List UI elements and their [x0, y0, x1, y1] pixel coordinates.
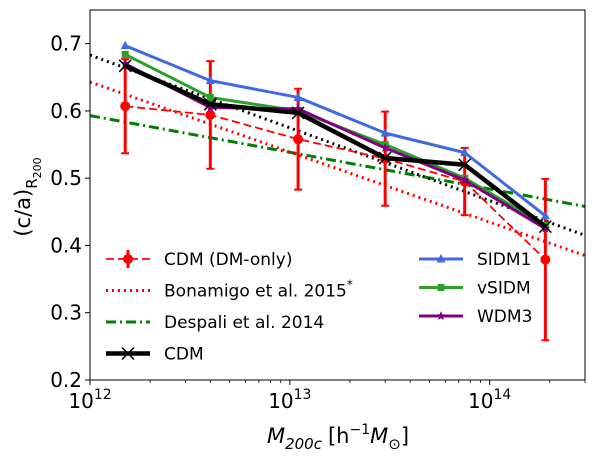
legend-entry-left-3: CDM [106, 345, 204, 365]
x-axis-label-sun: ⊙ [388, 435, 401, 453]
x-tick-label-1: 1013 [268, 387, 311, 413]
point-3-0 [118, 59, 132, 73]
point-3-5 [538, 220, 552, 234]
y-tick-label-5: 0.7 [50, 32, 82, 56]
point-0-0 [120, 101, 131, 112]
legend-label-left-1: Bonamigo et al. 2015* [164, 278, 353, 302]
legend-entry-left-0: CDM (DM-only) [106, 250, 292, 270]
point-0-2 [293, 134, 304, 145]
x-axis-label-open: [h [328, 424, 350, 448]
legend-label-right-0: SIDM1 [477, 250, 531, 270]
series-2 [90, 114, 585, 208]
series-line-3 [124, 63, 547, 229]
y-tick-label-0: 0.2 [50, 368, 82, 392]
series-line-7 [124, 62, 547, 230]
legend-entry-left-1: Bonamigo et al. 2015* [106, 278, 353, 302]
point-3-3 [378, 151, 392, 165]
series-line-5 [124, 44, 547, 218]
legend-entry-right-0: SIDM1 [419, 250, 531, 270]
y-tick-label-1: 0.3 [50, 301, 82, 325]
x-axis-label-m: M [267, 424, 285, 448]
plot-frame [89, 9, 586, 381]
point-5-4 [460, 147, 470, 157]
point-7-1 [205, 102, 216, 112]
point-3-2 [291, 106, 305, 120]
point-3-1 [203, 97, 217, 111]
legend-entry-left-2: Despali et al. 2014 [106, 313, 324, 333]
point-0-5 [540, 254, 551, 265]
series-4 [90, 53, 585, 237]
x-axis-label-sub: 200c [285, 435, 323, 453]
point-5-1 [205, 75, 215, 85]
point-7-5 [540, 223, 551, 233]
y-axis-label: (c/a)R200 [11, 157, 44, 236]
legend-label-left-3: CDM [164, 345, 204, 365]
x-axis-label: M200c [h−1M⊙] [267, 422, 409, 453]
point-7-3 [380, 142, 390, 152]
ticks-layer: 0.2 0.3 0.4 0.5 0.6 0.7 1012 1013 1014 [50, 32, 586, 413]
point-5-5 [540, 210, 550, 220]
legend-label-left-2: Despali et al. 2014 [164, 313, 324, 333]
series-line-1 [90, 80, 585, 257]
x-tick-label-2: 1014 [468, 387, 511, 413]
series-line-4 [90, 53, 585, 237]
point-5-0 [120, 40, 130, 50]
series-line-0 [125, 105, 546, 261]
y-axis-label-sub: R [23, 178, 41, 188]
point-7-4 [459, 175, 470, 185]
y-tick-label-2: 0.4 [50, 233, 82, 257]
point-5-2 [293, 92, 303, 101]
point-3-4 [458, 158, 472, 172]
legend-marker-left-0 [123, 254, 133, 264]
point-6-1 [206, 93, 214, 101]
point-6-0 [121, 50, 129, 58]
series-layer [90, 40, 585, 342]
legend-entry-right-2: WDM3 [419, 307, 532, 327]
series-1 [90, 80, 585, 257]
series-5 [120, 40, 550, 220]
series-7 [120, 58, 551, 233]
legend-sup-left-1: * [347, 278, 353, 292]
legend-marker-right-0 [436, 254, 446, 263]
series-line-2 [90, 114, 585, 208]
x-axis-label-close: ] [401, 424, 409, 448]
point-5-3 [380, 128, 390, 137]
point-0-1 [205, 109, 216, 120]
x-axis-label-mid: M [370, 424, 388, 448]
legend-label-left-0: CDM (DM-only) [164, 250, 292, 270]
legend-marker-right-2 [436, 311, 446, 321]
point-7-2 [293, 103, 303, 113]
y-axis-label-main: (c/a) [11, 189, 35, 237]
series-3 [118, 59, 552, 234]
legend: CDM (DM-only) Bonamigo et al. 2015* Despal… [106, 250, 532, 365]
x-tick-label-0: 1012 [68, 387, 111, 413]
legend-label-right-1: vSIDM [477, 279, 531, 299]
x-axis-label-exp: −1 [349, 422, 370, 438]
y-axis-label-subsub: 200 [31, 157, 44, 178]
point-7-0 [120, 58, 130, 68]
legend-marker-right-1 [437, 284, 445, 291]
legend-entry-right-1: vSIDM [419, 279, 531, 299]
y-tick-label-4: 0.6 [50, 99, 82, 123]
legend-label-right-2: WDM3 [477, 307, 532, 327]
legend-marker-left-3 [121, 346, 135, 361]
y-tick-label-3: 0.5 [50, 166, 82, 190]
